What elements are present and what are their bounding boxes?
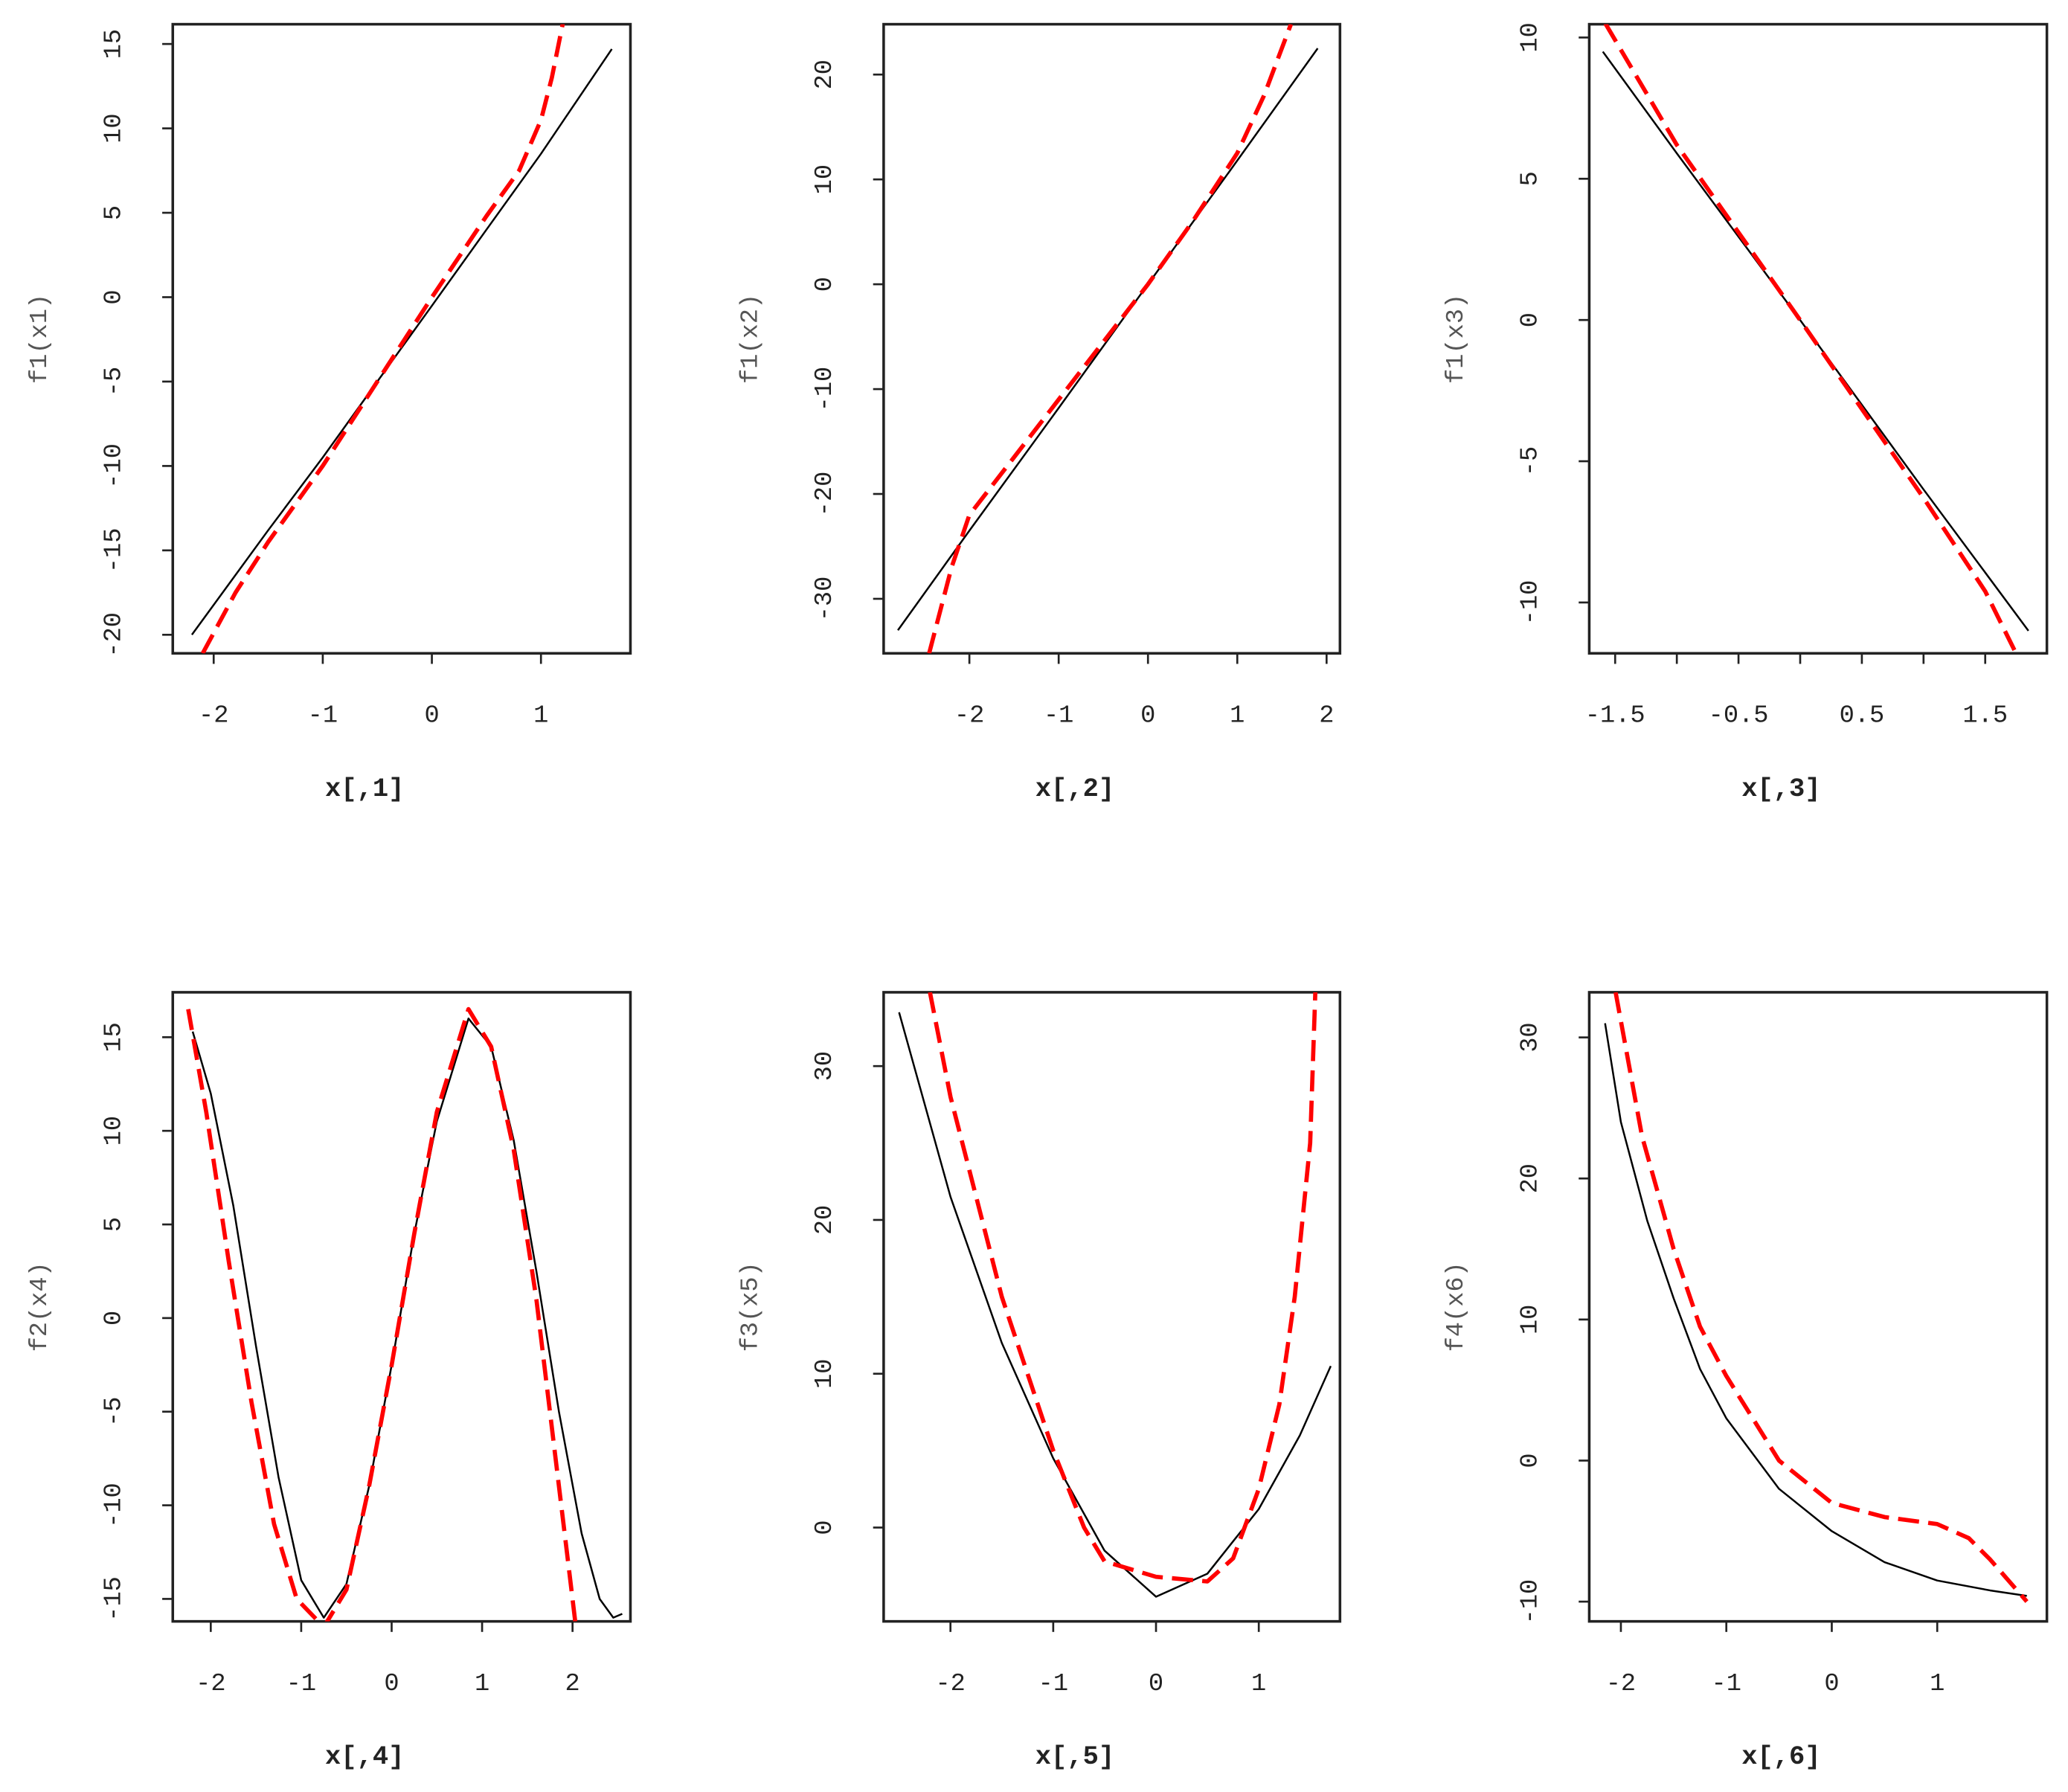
- y-tick-label: 10: [100, 113, 128, 143]
- fitted-curve-dashed: [1603, 24, 2018, 654]
- plot-frame: [171, 991, 632, 1623]
- x-tick-label: -1.5: [1585, 701, 1645, 730]
- x-tick-label: -2: [199, 701, 228, 730]
- y-tick-label: -10: [100, 1483, 128, 1528]
- y-axis-label: f3(x5): [737, 1262, 765, 1352]
- fitted-curve-dashed: [927, 24, 1294, 654]
- y-tick-label: -20: [100, 612, 128, 658]
- y-tick-label: 0: [100, 289, 128, 304]
- x-tick-label: -2: [954, 701, 984, 730]
- fitted-curve-dashed: [928, 992, 1318, 1584]
- panel-3: -1.5 -0.5 0.5 1.5 -10 -5 0 5 10 x[,3] f1(x3): [1442, 22, 2049, 804]
- plot-frame: [1587, 22, 2049, 655]
- plot-frame: [882, 991, 1342, 1623]
- y-tick-label: 10: [1516, 1305, 1544, 1335]
- y-tick-label: 0: [100, 1311, 128, 1326]
- true-curve-solid: [898, 1012, 1332, 1598]
- y-tick-label: -10: [1516, 1579, 1544, 1625]
- y-tick-label: 20: [811, 1205, 839, 1235]
- x-tick-label: 1: [533, 701, 548, 730]
- y-tick-label: 15: [100, 29, 128, 59]
- x-tick-label: 0.5: [1840, 701, 1885, 730]
- true-curve-solid: [190, 48, 613, 636]
- x-axis-label: x[,5]: [1035, 1741, 1114, 1772]
- plot-frame: [171, 22, 632, 655]
- y-tick-label: 10: [811, 1359, 839, 1389]
- x-axis-label: x[,6]: [1741, 1741, 1820, 1772]
- true-curve-solid: [1602, 51, 2029, 632]
- y-tick-label: 30: [811, 1051, 839, 1081]
- x-tick-label: -0.5: [1709, 701, 1769, 730]
- x-tick-label: 1.5: [1962, 701, 2008, 730]
- y-tick-label: 0: [1516, 312, 1544, 327]
- x-tick-label: 1: [1251, 1670, 1266, 1698]
- true-curve-solid: [191, 1017, 623, 1619]
- x-tick-label: 1: [1930, 1670, 1945, 1698]
- x-tick-label: -1: [1038, 1670, 1068, 1698]
- y-tick-label: 15: [100, 1022, 128, 1052]
- y-axis-label: f1(x1): [26, 294, 54, 384]
- y-tick-label: -10: [811, 367, 839, 412]
- x-axis-label: x[,4]: [325, 1741, 404, 1772]
- y-axis-label: f1(x3): [1442, 294, 1471, 384]
- x-tick-label: -2: [935, 1670, 965, 1698]
- fitted-curve-dashed: [201, 24, 565, 654]
- y-tick-label: 5: [100, 1217, 128, 1232]
- true-curve-solid: [1604, 1023, 2027, 1597]
- y-tick-label: -20: [811, 472, 839, 517]
- x-tick-label: 0: [384, 1670, 399, 1698]
- y-tick-label: -5: [100, 367, 128, 396]
- x-tick-label: 2: [565, 1670, 580, 1698]
- x-tick-label: 0: [424, 701, 439, 730]
- y-tick-label: 0: [1516, 1453, 1544, 1468]
- x-tick-label: 1: [1230, 701, 1245, 730]
- y-tick-label: 10: [811, 164, 839, 194]
- y-axis-label: f4(x6): [1442, 1262, 1471, 1352]
- plot-frame: [1587, 991, 2049, 1623]
- y-axis-label: f1(x2): [737, 294, 765, 384]
- y-tick-label: 20: [811, 60, 839, 89]
- fitted-curve-dashed: [186, 1006, 578, 1622]
- y-tick-label: 0: [811, 1520, 839, 1535]
- fitted-curve-dashed: [1613, 992, 2029, 1603]
- x-tick-label: 1: [475, 1670, 489, 1698]
- y-tick-label: 5: [100, 205, 128, 220]
- x-axis-label: x[,3]: [1741, 774, 1820, 804]
- x-tick-label: -2: [1606, 1670, 1636, 1698]
- y-axis-label: f2(x4): [26, 1262, 54, 1352]
- x-tick-label: 0: [1140, 701, 1155, 730]
- y-tick-label: -5: [1516, 446, 1544, 476]
- x-axis-label: x[,2]: [1035, 774, 1114, 804]
- y-tick-label: -10: [1516, 580, 1544, 626]
- plot-frame: [882, 22, 1342, 655]
- y-tick-label: 30: [1516, 1022, 1544, 1052]
- y-tick-label: 0: [811, 277, 839, 292]
- y-tick-label: 10: [1516, 22, 1544, 52]
- x-tick-label: -1: [286, 1670, 316, 1698]
- x-tick-label: 0: [1824, 1670, 1839, 1698]
- x-tick-label: -1: [308, 701, 338, 730]
- x-tick-label: 0: [1149, 1670, 1163, 1698]
- x-tick-label: -2: [196, 1670, 225, 1698]
- y-tick-label: 10: [100, 1116, 128, 1146]
- y-tick-label: -15: [100, 1576, 128, 1622]
- y-tick-label: 20: [1516, 1163, 1544, 1193]
- x-tick-label: -1: [1044, 701, 1073, 730]
- x-axis-label: x[,1]: [325, 774, 404, 804]
- x-tick-label: -1: [1711, 1670, 1741, 1698]
- y-tick-label: 5: [1516, 171, 1544, 186]
- y-tick-label: -15: [100, 528, 128, 574]
- y-tick-label: -10: [100, 443, 128, 489]
- y-tick-label: -30: [811, 577, 839, 622]
- x-tick-label: 2: [1319, 701, 1334, 730]
- y-tick-label: -5: [100, 1397, 128, 1427]
